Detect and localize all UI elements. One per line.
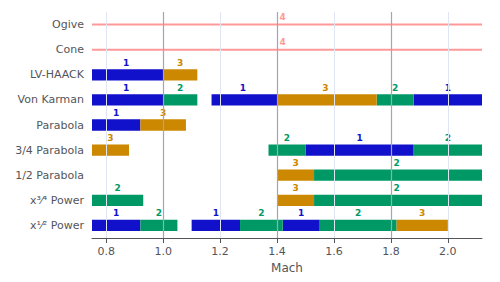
svg-text:3: 3: [292, 183, 298, 193]
svg-text:1: 1: [445, 83, 451, 93]
svg-text:2: 2: [445, 133, 451, 143]
svg-text:Von Karman: Von Karman: [18, 93, 84, 106]
svg-text:1: 1: [123, 83, 129, 93]
svg-text:1.8: 1.8: [382, 245, 400, 258]
svg-text:3: 3: [160, 107, 167, 118]
svg-text:3: 3: [419, 208, 425, 218]
svg-text:1.6: 1.6: [325, 245, 343, 258]
svg-text:0.8: 0.8: [97, 245, 115, 258]
svg-text:1.2: 1.2: [211, 245, 229, 258]
svg-text:1: 1: [298, 208, 304, 218]
svg-text:2: 2: [392, 83, 398, 93]
svg-text:2: 2: [258, 208, 264, 218]
svg-text:1/2 Parabola: 1/2 Parabola: [15, 169, 84, 182]
svg-text:1: 1: [113, 208, 119, 218]
svg-text:3/4 Parabola: 3/4 Parabola: [15, 144, 84, 157]
svg-text:1: 1: [240, 83, 246, 93]
svg-text:3: 3: [322, 83, 328, 93]
svg-text:x¹⁄² Power: x¹⁄² Power: [30, 219, 84, 232]
svg-text:3: 3: [107, 133, 113, 143]
svg-text:Ogive: Ogive: [52, 18, 84, 31]
svg-text:Cone: Cone: [56, 43, 84, 56]
svg-text:3: 3: [177, 58, 183, 68]
svg-text:3: 3: [292, 158, 298, 168]
svg-text:4: 4: [280, 37, 286, 47]
svg-text:1: 1: [113, 108, 119, 118]
svg-text:1: 1: [123, 58, 129, 68]
svg-text:1.4: 1.4: [268, 245, 286, 258]
svg-text:Mach: Mach: [271, 261, 303, 275]
svg-text:2.0: 2.0: [439, 245, 457, 258]
svg-text:2: 2: [114, 183, 120, 193]
svg-text:x³⁄⁴ Power: x³⁄⁴ Power: [30, 194, 84, 207]
svg-text:2: 2: [393, 158, 399, 168]
svg-text:1.0: 1.0: [154, 245, 172, 258]
svg-text:2: 2: [355, 208, 361, 218]
svg-text:1: 1: [356, 133, 362, 143]
svg-text:2: 2: [177, 83, 183, 93]
svg-text:2: 2: [393, 183, 399, 193]
svg-text:4: 4: [280, 12, 286, 22]
svg-text:Parabola: Parabola: [36, 119, 84, 132]
svg-text:2: 2: [284, 133, 290, 143]
svg-text:1: 1: [213, 208, 219, 218]
svg-text:LV-HAACK: LV-HAACK: [30, 68, 85, 81]
svg-text:2: 2: [156, 208, 162, 218]
